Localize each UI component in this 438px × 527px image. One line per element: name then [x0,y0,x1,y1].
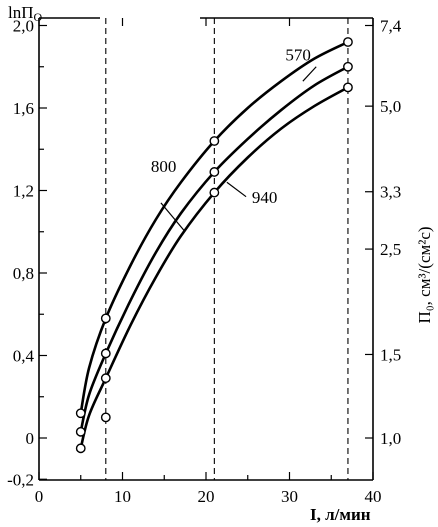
series-label: 940 [252,188,277,207]
x-axis-label: I, л/мин [310,505,371,524]
series-label: 800 [151,157,177,176]
tick-labels: 0 10 20 30 40-0,200,40,81,21,62,0 7,45,03,32,… [7,17,402,507]
x-tick-label: 10 [114,487,131,506]
data-point [343,82,353,93]
x-tick-label: 40 [365,487,382,506]
series-line-570 [79,40,349,414]
x-tick-label: 0 [35,487,44,506]
leader-line [302,66,317,82]
leader-line [226,181,247,198]
data-point [209,136,220,146]
leader-line [160,202,186,233]
y-tick-label: 1,2 [13,182,34,201]
data-point [100,348,111,359]
series-label: 570 [285,46,311,65]
data-point [75,443,86,454]
y-tick-label: 0 [26,429,35,448]
y-axis-label-right: П₀, см³/(см²с) [415,226,434,323]
right-tick-label: 3,3 [380,183,401,202]
y-tick-label: 0,4 [13,347,35,366]
y-axis-label-left: lnПO [8,3,43,24]
right-tick-label: 1,0 [380,429,401,448]
right-tick-label: 7,4 [380,17,402,36]
right-tick-label: 1,5 [380,345,401,364]
series-annotations: 570 800 940 [151,46,317,233]
data-point [343,61,353,72]
x-tick-label: 30 [281,487,298,506]
y-tick-label: 0,8 [13,264,34,283]
data-point [75,426,86,437]
dashed-reference-lines [105,18,349,480]
data-markers [75,37,353,454]
data-point [343,37,353,47]
data-point [209,187,220,198]
axis-ticks [38,18,374,480]
series-line-940 [79,86,349,449]
plot-frame [38,17,374,481]
x-tick-label: 20 [198,487,215,506]
y-tick-label: 1,6 [13,99,34,118]
data-point [209,167,220,177]
series-curves [79,40,349,449]
data-point [100,412,111,423]
y-tick-label: 2,0 [13,17,34,36]
data-point [100,373,111,384]
right-tick-label: 5,0 [380,97,401,116]
right-tick-label: 2,5 [380,240,401,259]
series-line-800 [79,65,349,433]
data-point [100,313,111,324]
y-tick-label: -0,2 [7,470,34,489]
data-point [75,408,86,419]
